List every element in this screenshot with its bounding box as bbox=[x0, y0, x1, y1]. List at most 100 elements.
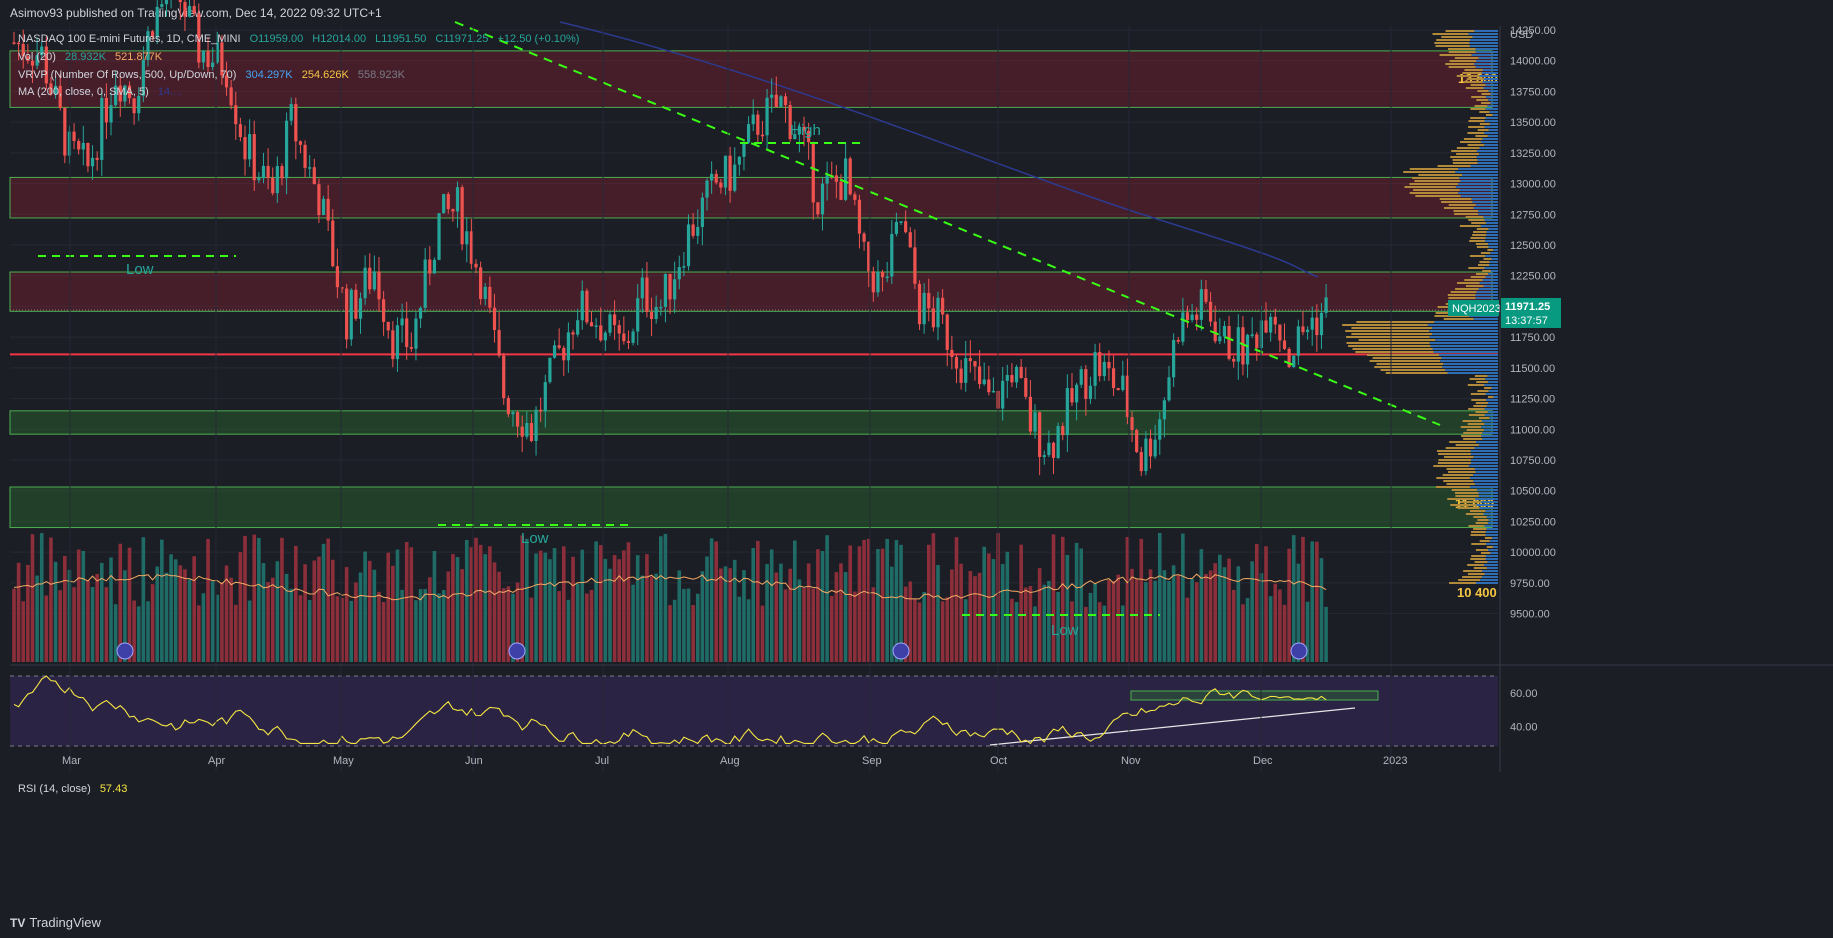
candle-body bbox=[1014, 366, 1019, 383]
volume-bar bbox=[714, 541, 719, 662]
volume-bar bbox=[1264, 546, 1268, 662]
candle-body bbox=[1287, 348, 1291, 368]
profile-bar-up bbox=[1448, 51, 1476, 53]
profile-bar-down bbox=[1479, 75, 1498, 77]
resistance-zone bbox=[9, 50, 1493, 108]
profile-bar-up bbox=[1351, 333, 1433, 335]
rsi-trendline bbox=[989, 707, 1356, 746]
volume-bar bbox=[792, 540, 797, 662]
profile-bar-up bbox=[1482, 270, 1491, 272]
vrvp-value-2: 254.626K bbox=[301, 69, 349, 81]
candle-body bbox=[982, 379, 986, 385]
profile-bar-up bbox=[1356, 321, 1435, 323]
candle-body bbox=[1185, 312, 1190, 321]
volume-bar bbox=[1139, 538, 1144, 662]
volume-bar bbox=[982, 546, 986, 662]
candle-body bbox=[756, 114, 760, 135]
volume-bar bbox=[72, 587, 76, 662]
profile-bar-down bbox=[1484, 219, 1498, 221]
candle-body bbox=[1232, 358, 1236, 362]
profile-bar-up bbox=[1463, 138, 1483, 140]
candle-body bbox=[696, 226, 700, 236]
candle-body bbox=[451, 209, 455, 212]
profile-bar-up bbox=[1480, 252, 1491, 254]
volume-bar bbox=[1000, 564, 1005, 662]
volume-bar bbox=[326, 538, 330, 662]
volume-bar bbox=[1047, 580, 1051, 662]
profile-bar-down bbox=[1469, 45, 1498, 47]
profile-bar-up bbox=[1455, 288, 1479, 290]
volume-bar bbox=[788, 568, 792, 662]
volume-bar bbox=[987, 553, 991, 662]
volume-profile bbox=[1342, 30, 1498, 584]
profile-bar-up bbox=[1471, 555, 1486, 557]
profile-bar-down bbox=[1487, 105, 1498, 107]
candle-body bbox=[668, 273, 672, 300]
volume-bar bbox=[594, 541, 598, 662]
candle-body bbox=[714, 173, 718, 183]
volume-bar bbox=[266, 581, 270, 662]
volume-bar bbox=[270, 577, 275, 662]
candle-body bbox=[442, 194, 446, 214]
candle-body bbox=[737, 156, 741, 165]
volume-bar bbox=[381, 601, 386, 662]
volume-bar bbox=[30, 534, 35, 662]
candle-body bbox=[104, 98, 108, 123]
time-tick-label: Jul bbox=[595, 755, 609, 767]
profile-bar-down bbox=[1485, 237, 1498, 239]
volume-bar bbox=[885, 538, 889, 662]
profile-bar-down bbox=[1489, 540, 1498, 542]
profile-bar-down bbox=[1490, 552, 1498, 554]
volume-bar bbox=[548, 559, 552, 662]
candle-body bbox=[178, 0, 182, 3]
candle-body bbox=[1264, 320, 1268, 333]
profile-bar-down bbox=[1475, 48, 1498, 50]
profile-bar-down bbox=[1482, 138, 1498, 140]
rsi-value: 57.43 bbox=[99, 783, 128, 795]
tradingview-logo[interactable]: TV TradingView bbox=[10, 915, 101, 930]
volume-bar bbox=[691, 605, 695, 662]
profile-bar-up bbox=[1459, 225, 1481, 227]
volume-bar bbox=[1056, 591, 1060, 662]
profile-bar-up bbox=[1475, 522, 1488, 524]
profile-bar-down bbox=[1439, 354, 1498, 356]
volume-bar bbox=[991, 559, 996, 662]
candle-body bbox=[345, 288, 349, 340]
price-chart[interactable]: 14250.00 14000.00 13750.00 13500.00 13250.00… bbox=[0, 0, 1833, 908]
candle-body bbox=[904, 221, 908, 233]
volume-bar bbox=[538, 550, 543, 662]
profile-bar-down bbox=[1479, 153, 1498, 155]
candle-body bbox=[114, 85, 118, 106]
profile-bar-up bbox=[1454, 492, 1479, 494]
profile-bar-up bbox=[1414, 180, 1461, 182]
last-price-value: 11971.25 bbox=[1505, 301, 1550, 313]
volume-bar bbox=[1218, 554, 1222, 662]
profile-bar-down bbox=[1475, 471, 1498, 473]
profile-bar-up bbox=[1475, 549, 1489, 551]
volume-bar bbox=[335, 596, 340, 662]
profile-bar-up bbox=[1481, 102, 1491, 104]
candle-body bbox=[123, 85, 127, 102]
volume-bar bbox=[839, 563, 843, 662]
candle-body bbox=[1204, 289, 1208, 302]
candle-body bbox=[1218, 336, 1222, 342]
candle-body bbox=[372, 271, 376, 290]
volume-bar bbox=[90, 586, 95, 662]
candle-body bbox=[465, 231, 469, 245]
annotation-label: Low bbox=[126, 261, 154, 278]
candle-body bbox=[197, 13, 201, 63]
volume-bar bbox=[529, 597, 534, 662]
volume-bar bbox=[1167, 581, 1171, 662]
profile-bar-down bbox=[1470, 486, 1498, 488]
ma-label: MA (200, close, 0, SMA, 5) bbox=[18, 86, 149, 98]
candle-body bbox=[40, 46, 44, 56]
profile-bar-down bbox=[1490, 102, 1498, 104]
volume-bar bbox=[1291, 535, 1296, 662]
profile-bar-up bbox=[1469, 255, 1486, 257]
candle-body bbox=[608, 314, 612, 333]
volume-bar bbox=[913, 598, 917, 662]
profile-bar-up bbox=[1463, 570, 1483, 572]
candle-body bbox=[187, 6, 192, 17]
profile-bar-down bbox=[1491, 387, 1498, 389]
volume-bar bbox=[280, 537, 284, 662]
